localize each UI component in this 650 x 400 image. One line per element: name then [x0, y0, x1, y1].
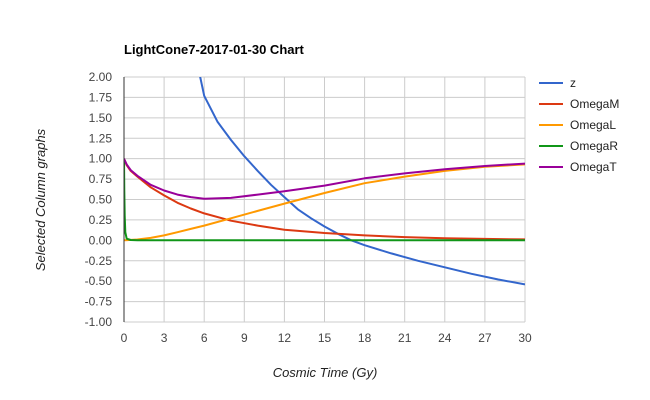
y-tick-label: -1.00	[85, 315, 113, 329]
series-line-omegat	[124, 158, 525, 200]
legend-label-omegal: OmegaL	[570, 118, 616, 132]
x-tick-label: 21	[398, 331, 412, 345]
series-line-omegal	[124, 163, 525, 242]
gridlines	[123, 76, 526, 323]
series-line-z	[199, 77, 525, 286]
y-tick-label: -0.75	[85, 295, 113, 309]
y-tick-label: 1.00	[89, 152, 113, 166]
legend: z OmegaM OmegaL OmegaR OmegaT	[539, 76, 619, 174]
x-axis-label: Cosmic Time (Gy)	[273, 365, 378, 380]
x-tick-label: 6	[201, 331, 208, 345]
y-tick-label: -0.50	[85, 274, 113, 288]
legend-label-omegat: OmegaT	[570, 160, 617, 174]
legend-label-omegam: OmegaM	[570, 97, 619, 111]
x-tick-label: 9	[241, 331, 248, 345]
x-axis-ticks: 0 3 6 9 12 15 18 21 24 27 30	[121, 331, 532, 345]
legend-label-omegar: OmegaR	[570, 139, 618, 153]
y-tick-label: 0.75	[89, 172, 113, 186]
x-tick-label: 18	[358, 331, 372, 345]
x-tick-label: 27	[478, 331, 492, 345]
y-axis-ticks: 2.00 1.75 1.50 1.25 1.00 0.75 0.50 0.25 0.00 -0.2…	[85, 70, 113, 329]
chart-title: LightCone7-2017-01-30 Chart	[124, 42, 305, 57]
y-tick-label: 2.00	[89, 70, 113, 84]
y-tick-label: -0.25	[85, 254, 113, 268]
y-tick-label: 1.75	[89, 90, 113, 104]
x-tick-label: 15	[318, 331, 332, 345]
x-tick-label: 30	[518, 331, 532, 345]
y-tick-label: 1.25	[89, 131, 113, 145]
y-tick-label: 0.25	[89, 213, 113, 227]
y-axis-label: Selected Column graphs	[33, 128, 48, 271]
y-tick-label: 0.50	[89, 193, 113, 207]
y-tick-label: 0.00	[89, 233, 113, 247]
y-tick-label: 1.50	[89, 111, 113, 125]
legend-label-z: z	[570, 76, 576, 90]
x-tick-label: 12	[278, 331, 292, 345]
x-tick-label: 24	[438, 331, 452, 345]
x-tick-label: 0	[121, 331, 128, 345]
x-tick-label: 3	[161, 331, 168, 345]
